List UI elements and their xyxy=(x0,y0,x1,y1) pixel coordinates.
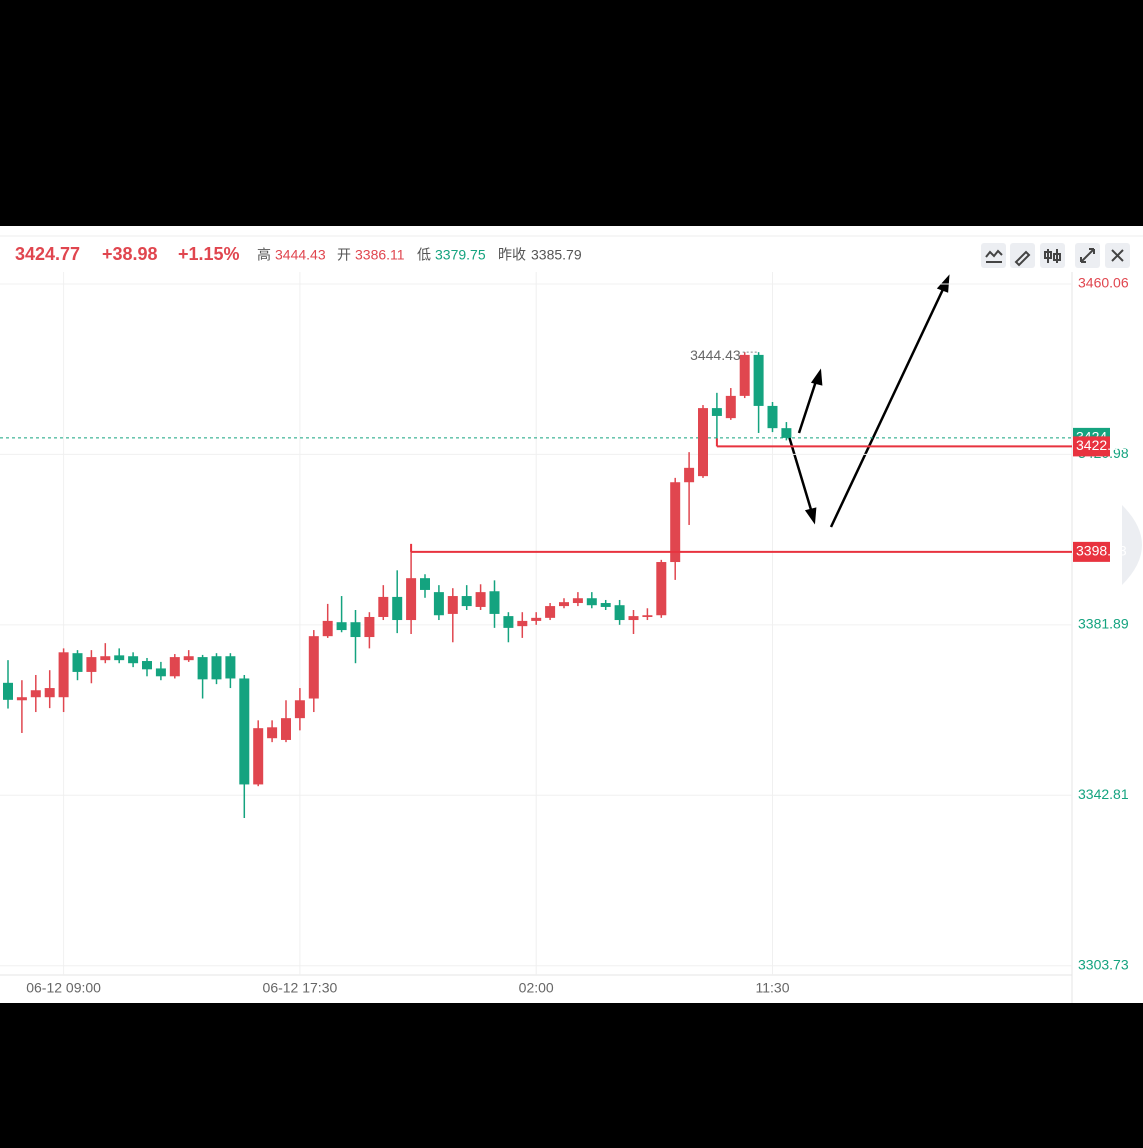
candle-body xyxy=(767,405,778,429)
candle-body xyxy=(739,354,750,396)
toolbar-icons xyxy=(985,248,1124,267)
y-tick-label: 3342.81 xyxy=(1078,786,1129,802)
x-tick-label: 02:00 xyxy=(519,980,554,996)
candle-body xyxy=(225,656,236,679)
candle-body xyxy=(586,598,597,606)
candle-body xyxy=(628,616,639,621)
candle-body xyxy=(489,591,500,614)
price-tag-label: 3422.82 xyxy=(1076,437,1127,453)
stat-value: 3385.79 xyxy=(531,247,582,263)
stat-value: 3386.11 xyxy=(355,247,405,263)
candle-body xyxy=(253,728,264,785)
price-tag xyxy=(1073,541,1110,562)
x-tick-label: 11:30 xyxy=(756,980,790,996)
max-label: 3444.43 xyxy=(690,347,741,363)
last-price: 3424.77 xyxy=(15,244,80,264)
candle-body xyxy=(392,596,403,621)
candle-body xyxy=(420,578,430,590)
candle-body xyxy=(86,657,97,672)
candle-body xyxy=(698,408,708,477)
toolbar xyxy=(981,243,1130,268)
tool-button[interactable] xyxy=(1040,243,1065,268)
candle-body xyxy=(670,482,681,563)
grid xyxy=(0,272,1072,975)
x-tick-label: 06-12 17:30 xyxy=(263,980,338,996)
candle-body xyxy=(44,688,55,698)
candle-body xyxy=(308,636,319,699)
candle-body xyxy=(114,655,125,661)
candle-body xyxy=(128,656,139,664)
stat-value: 3444.43 xyxy=(275,247,326,263)
candle-body xyxy=(211,656,222,680)
price-tag xyxy=(1073,436,1110,457)
candle-body xyxy=(614,605,625,621)
candle-body xyxy=(600,603,611,607)
candle-body xyxy=(572,598,583,604)
candle-body xyxy=(336,622,347,631)
candle-body xyxy=(350,622,361,638)
candle-body xyxy=(461,596,472,607)
candle-body xyxy=(322,620,333,637)
candle-body xyxy=(155,668,166,677)
candle-body xyxy=(183,656,194,661)
candle-body xyxy=(100,656,111,661)
candle-body xyxy=(725,395,736,419)
candle-body xyxy=(197,657,208,680)
candle-body xyxy=(364,616,375,638)
candle-body xyxy=(406,578,417,621)
candle-body xyxy=(16,697,27,701)
candle-body xyxy=(753,354,764,406)
stat-label: 高 xyxy=(257,247,271,263)
candle-body xyxy=(642,615,653,617)
candle-body xyxy=(447,596,458,614)
candle-body xyxy=(656,562,667,616)
y-tick-label: 3460.06 xyxy=(1078,275,1129,291)
candle-body xyxy=(239,678,250,785)
panel xyxy=(0,226,1143,1003)
candle-body xyxy=(378,596,389,617)
y-tick-label: 3381.89 xyxy=(1078,616,1129,632)
candle-body xyxy=(559,602,569,607)
candle-body xyxy=(169,657,180,677)
x-tick-label: 06-12 09:00 xyxy=(26,980,101,996)
candle-body xyxy=(3,682,13,700)
candle-body xyxy=(517,620,528,627)
candle-body xyxy=(294,700,305,719)
candle-body xyxy=(781,428,792,438)
candle-body xyxy=(531,617,542,621)
candle-body xyxy=(684,467,695,483)
percent: +1.15% xyxy=(178,244,240,264)
candle-body xyxy=(58,652,69,698)
y-tick-label: 3303.73 xyxy=(1078,956,1129,972)
plot xyxy=(0,272,1072,975)
candle-body xyxy=(281,718,291,740)
stat-label: 低 xyxy=(417,247,431,263)
candle-body xyxy=(711,408,722,416)
candle-body xyxy=(142,661,152,670)
change: +38.98 xyxy=(102,244,158,264)
stat-label: 昨收 xyxy=(498,247,526,263)
side-tab[interactable] xyxy=(1122,505,1142,585)
candle-body xyxy=(503,616,514,628)
candle-body xyxy=(30,690,41,698)
candle-body xyxy=(475,592,486,607)
stat-label: 开 xyxy=(337,247,351,263)
candle-body xyxy=(545,606,556,618)
candle-body xyxy=(72,653,83,672)
stat-value: 3379.75 xyxy=(435,247,486,263)
candle-body xyxy=(267,727,278,739)
price-tag-label: 3398.63 xyxy=(1076,543,1127,559)
candle-body xyxy=(433,592,444,616)
